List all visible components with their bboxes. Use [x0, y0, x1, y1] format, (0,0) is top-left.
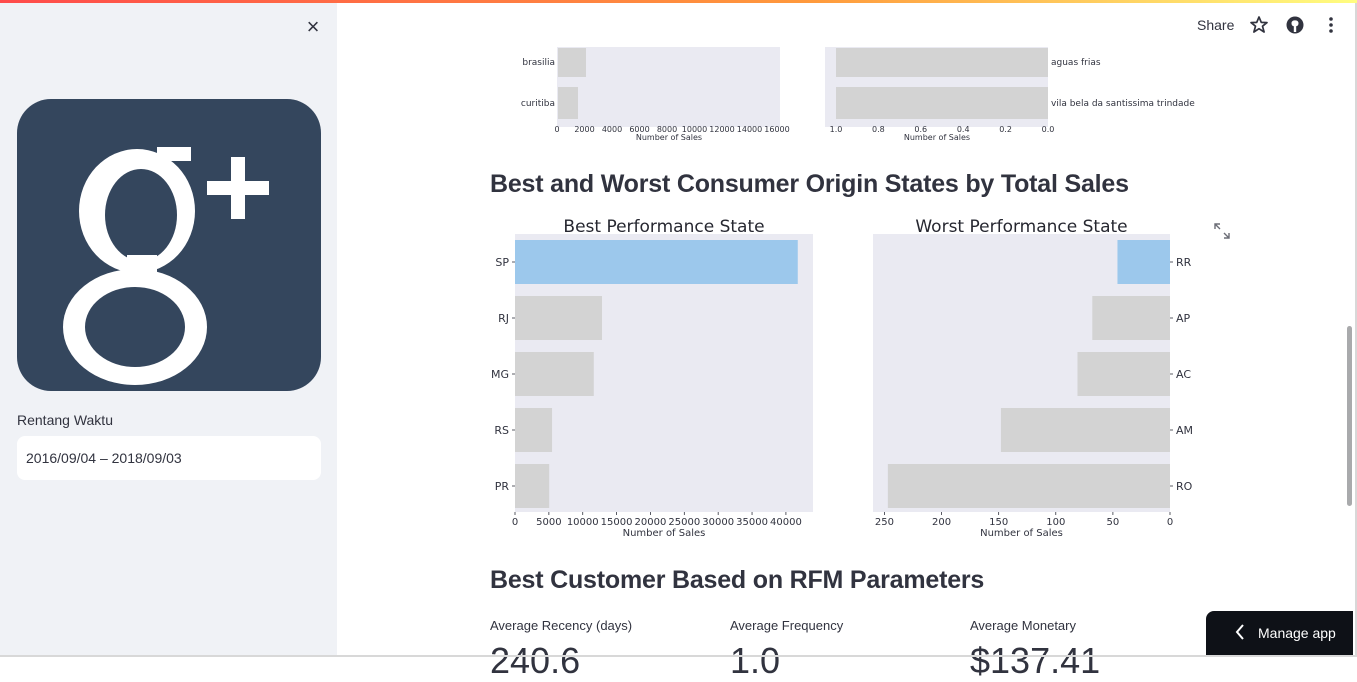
logo-g-neck [127, 255, 157, 285]
states-chart: Best Performance State SP RJ MG RS PR 0 5000 100… [491, 217, 1193, 539]
top-right-cat-1: vila bela da santissima trindade [1051, 99, 1195, 109]
top-left-tick-1: 2000 [574, 125, 594, 134]
top-left-tick-5: 10000 [682, 125, 707, 134]
top-right-tick-4: 0.2 [999, 125, 1012, 134]
xtick-label-0-4: 20000 [635, 517, 667, 528]
top-city-chart: brasilia curitiba 0 2000 4000 6000 8000 10000… [521, 47, 1195, 142]
logo-g-lower-hole [85, 287, 185, 367]
bar-AC [1077, 352, 1170, 396]
xtick-label-1-1: 200 [932, 517, 951, 528]
bar-brasilia [558, 48, 586, 77]
top-right-xlabel: Number of Sales [904, 133, 970, 142]
logo-g-ear [157, 147, 191, 161]
metric-recency-label: Average Recency (days) [490, 618, 633, 633]
bar-RO [887, 464, 1170, 508]
top-left-xlabel: Number of Sales [636, 133, 702, 142]
ytick-label-RR: RR [1176, 256, 1192, 269]
metric-frequency-label: Average Frequency [730, 618, 844, 633]
top-left-tick-8: 16000 [764, 125, 789, 134]
chart-title-0: Best Performance State [563, 217, 764, 237]
top-left-plot-area [557, 47, 780, 127]
chart-title-1: Worst Performance State [915, 217, 1127, 237]
bar-SP [515, 240, 798, 284]
ytick-label-MG: MG [491, 368, 509, 381]
ytick-label-RJ: RJ [498, 312, 509, 325]
metric-recency-value: 240.6 [490, 640, 581, 681]
bar-PR [515, 464, 550, 508]
ytick-label-AC: AC [1176, 368, 1191, 381]
top-left-x-ticks: 0 2000 4000 6000 8000 10000 12000 14000 16000 [554, 125, 789, 134]
manage-app-button[interactable]: Manage app [1206, 611, 1353, 655]
window-right-edge [1355, 0, 1357, 657]
xtick-label-1-5: 0 [1167, 517, 1173, 528]
metric-monetary-value: $137.41 [970, 640, 1101, 681]
metric-monetary-label: Average Monetary [970, 618, 1076, 633]
ytick-label-AP: AP [1176, 312, 1191, 325]
top-left-cat-0: brasilia [522, 58, 555, 68]
top-left-tick-3: 6000 [629, 125, 649, 134]
ytick-label-RO: RO [1176, 480, 1193, 493]
bar-vila-bela [836, 87, 1048, 119]
manage-app-label: Manage app [1258, 625, 1336, 641]
ytick-label-PR: PR [495, 480, 510, 493]
close-sidebar-button[interactable]: × [306, 14, 320, 39]
top-right-cat-0: aguas frias [1051, 58, 1101, 68]
bar-RS [515, 408, 553, 452]
top-left-cat-1: curitiba [521, 99, 555, 109]
date-range-input[interactable]: 2016/09/04 – 2018/09/03 [17, 436, 321, 480]
chevron-left-icon [1235, 624, 1244, 640]
star-icon[interactable] [1249, 15, 1269, 35]
github-icon[interactable] [1285, 15, 1305, 35]
top-left-tick-2: 4000 [602, 125, 622, 134]
ytick-label-AM: AM [1176, 424, 1193, 437]
top-right-x-ticks: 1.0 0.8 0.6 0.4 0.2 0.0 [830, 125, 1055, 134]
window-bottom-edge [0, 655, 1357, 657]
bar-RJ [515, 296, 603, 340]
main-scrollbar[interactable] [1347, 326, 1352, 506]
top-left-tick-7: 14000 [737, 125, 762, 134]
xtick-label-0-7: 35000 [736, 517, 768, 528]
ytick-label-SP: SP [495, 256, 509, 269]
xtick-label-0-6: 30000 [702, 517, 734, 528]
metric-frequency-value: 1.0 [730, 640, 781, 681]
xtick-label-0-8: 40000 [770, 517, 802, 528]
logo-plus-horizontal [207, 181, 269, 195]
xlabel-0: Number of Sales [623, 528, 706, 539]
xtick-label-1-0: 250 [875, 517, 894, 528]
date-range-label: Rentang Waktu [17, 412, 113, 428]
logo-g-upper-hole [105, 169, 177, 261]
fullscreen-expand-icon[interactable] [1213, 222, 1231, 240]
xlabel-1: Number of Sales [980, 528, 1063, 539]
top-left-tick-0: 0 [554, 125, 559, 134]
top-right-tick-2: 0.6 [914, 125, 927, 134]
xtick-label-0-5: 25000 [668, 517, 700, 528]
top-left-tick-4: 8000 [657, 125, 677, 134]
xtick-label-1-3: 100 [1046, 517, 1065, 528]
more-vert-icon[interactable] [1321, 15, 1341, 35]
top-right-tick-1: 0.8 [872, 125, 885, 134]
bar-curitiba [558, 87, 578, 119]
xtick-label-0-1: 5000 [536, 517, 561, 528]
bar-aguas-frias [836, 48, 1048, 77]
xtick-label-1-4: 50 [1107, 517, 1120, 528]
bar-AP [1092, 296, 1170, 340]
bar-RR [1117, 240, 1170, 284]
top-right-tick-5: 0.0 [1042, 125, 1055, 134]
xtick-label-0-0: 0 [512, 517, 518, 528]
xtick-label-0-3: 15000 [601, 517, 633, 528]
xtick-label-0-2: 10000 [567, 517, 599, 528]
share-button[interactable]: Share [1197, 17, 1235, 33]
top-accent-line [0, 0, 1357, 3]
google-plus-logo-icon [17, 99, 321, 391]
states-section-title: Best and Worst Consumer Origin States by… [490, 170, 1129, 198]
xtick-label-1-2: 150 [989, 517, 1008, 528]
rfm-section-title: Best Customer Based on RFM Parameters [490, 566, 985, 594]
top-right-tick-0: 1.0 [830, 125, 843, 134]
top-right-tick-3: 0.4 [957, 125, 970, 134]
sidebar: × Rentang Waktu 2016/09/04 – 2018/09/03 [0, 0, 337, 657]
bar-MG [515, 352, 594, 396]
bar-AM [1000, 408, 1170, 452]
ytick-label-RS: RS [494, 424, 509, 437]
top-left-tick-6: 12000 [709, 125, 734, 134]
